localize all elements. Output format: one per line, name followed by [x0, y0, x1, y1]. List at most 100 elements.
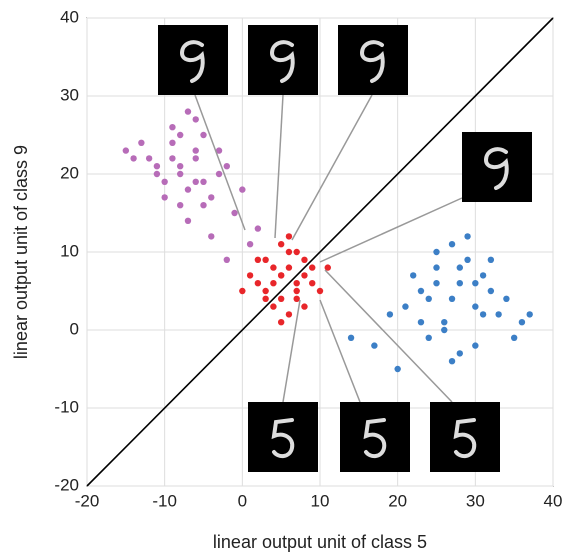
point [169, 155, 176, 162]
point [441, 319, 448, 326]
x-tick-label: 30 [466, 491, 485, 510]
y-tick-label: -10 [54, 397, 79, 416]
thumbnail-bg [340, 402, 410, 472]
y-tick-label: 30 [60, 85, 79, 104]
digit-annotations [158, 25, 532, 472]
identity-line [86, 17, 554, 487]
point [293, 280, 300, 287]
point [293, 248, 300, 256]
point [239, 287, 246, 295]
point [153, 170, 161, 178]
point [262, 295, 269, 302]
point [277, 319, 285, 326]
point [177, 202, 184, 209]
point [464, 256, 471, 263]
point [386, 311, 394, 318]
point [309, 280, 316, 287]
x-axis-label: linear output unit of class 5 [213, 532, 427, 552]
point [433, 264, 440, 271]
point [270, 264, 277, 271]
thumbnail-bg [430, 402, 500, 472]
y-axis-label: linear output unit of class 9 [11, 145, 31, 359]
y-tick-label: -20 [54, 475, 79, 494]
point [433, 248, 440, 256]
point [200, 178, 207, 185]
point [495, 311, 502, 318]
point [479, 311, 487, 318]
point [347, 334, 355, 341]
point [441, 326, 448, 334]
point [464, 233, 471, 240]
point [246, 241, 254, 248]
point [448, 358, 456, 365]
digit-thumbnail [248, 25, 318, 95]
digit-thumbnail [340, 402, 410, 472]
digit-stroke [483, 147, 509, 190]
digit-stroke [179, 40, 205, 83]
point [169, 139, 176, 146]
point [293, 295, 300, 302]
point [254, 256, 262, 263]
point [472, 303, 479, 310]
point [246, 272, 254, 279]
point [223, 163, 230, 170]
marks [86, 17, 554, 487]
point [169, 124, 176, 131]
point [161, 178, 168, 185]
point [161, 194, 168, 201]
x-tick-label: 20 [388, 491, 407, 510]
point [184, 217, 192, 224]
digit-thumbnail [338, 25, 408, 95]
point [293, 287, 300, 295]
point [122, 147, 130, 154]
point [526, 311, 533, 318]
point [472, 342, 479, 349]
point [316, 287, 324, 295]
digit-thumbnail [430, 402, 500, 472]
point [285, 248, 293, 256]
point [301, 303, 308, 310]
point [277, 272, 285, 279]
point [402, 303, 409, 310]
point [208, 233, 215, 240]
y-tick-label: 40 [60, 7, 79, 26]
point [425, 295, 432, 302]
point [262, 256, 269, 263]
point [301, 256, 308, 263]
x-tick-label: 10 [311, 491, 330, 510]
point [270, 280, 277, 287]
point [324, 264, 331, 271]
point [177, 170, 184, 178]
point [254, 225, 262, 232]
x-tick-label: -20 [75, 491, 100, 510]
point [192, 147, 199, 154]
point [448, 295, 456, 302]
connector-lines [194, 94, 463, 403]
y-tick-label: 20 [60, 163, 79, 182]
point [309, 264, 316, 271]
point [285, 311, 293, 318]
point [153, 163, 161, 170]
point [184, 108, 192, 115]
point [223, 256, 230, 263]
point [262, 287, 269, 295]
y-tick-label: 0 [70, 319, 79, 338]
point [192, 116, 199, 123]
y-tick-label: 10 [60, 241, 79, 260]
digit-thumbnail [158, 25, 228, 95]
point [192, 178, 199, 185]
x-tick-label: 40 [544, 491, 563, 510]
point [192, 155, 199, 162]
point [518, 319, 526, 326]
point [177, 163, 184, 170]
x-tick-label: -10 [152, 491, 177, 510]
point [456, 280, 463, 287]
digit-thumbnail [248, 402, 318, 472]
point [184, 186, 192, 193]
point [145, 155, 153, 162]
point [425, 334, 432, 341]
digit-stroke [453, 418, 477, 459]
point [231, 209, 238, 217]
point [479, 272, 487, 279]
